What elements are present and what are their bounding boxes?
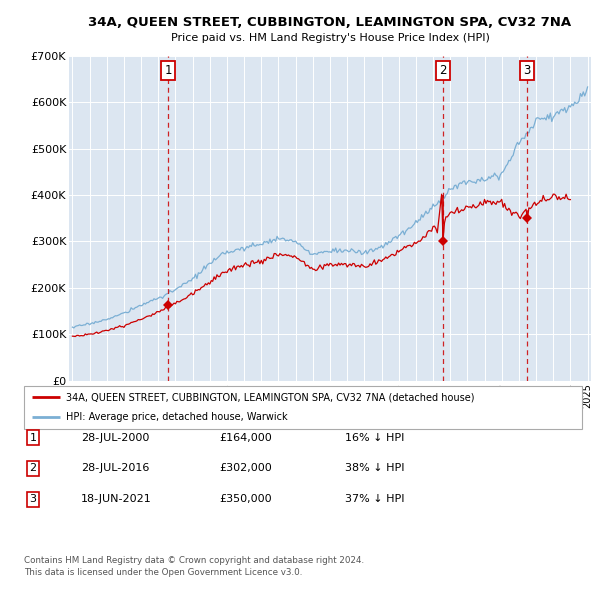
Text: 3: 3 (523, 64, 530, 77)
Text: 38% ↓ HPI: 38% ↓ HPI (345, 464, 404, 473)
Text: Price paid vs. HM Land Registry's House Price Index (HPI): Price paid vs. HM Land Registry's House … (170, 34, 490, 43)
Text: 18-JUN-2021: 18-JUN-2021 (81, 494, 152, 504)
Text: 3: 3 (29, 494, 37, 504)
Text: 34A, QUEEN STREET, CUBBINGTON, LEAMINGTON SPA, CV32 7NA (detached house): 34A, QUEEN STREET, CUBBINGTON, LEAMINGTO… (66, 392, 475, 402)
Text: 28-JUL-2016: 28-JUL-2016 (81, 464, 149, 473)
Text: 1: 1 (29, 433, 37, 442)
Text: Contains HM Land Registry data © Crown copyright and database right 2024.
This d: Contains HM Land Registry data © Crown c… (24, 556, 364, 577)
Text: £302,000: £302,000 (219, 464, 272, 473)
Text: 2: 2 (439, 64, 447, 77)
Text: 28-JUL-2000: 28-JUL-2000 (81, 433, 149, 442)
Text: 34A, QUEEN STREET, CUBBINGTON, LEAMINGTON SPA, CV32 7NA: 34A, QUEEN STREET, CUBBINGTON, LEAMINGTO… (88, 16, 572, 29)
Text: 16% ↓ HPI: 16% ↓ HPI (345, 433, 404, 442)
Text: 37% ↓ HPI: 37% ↓ HPI (345, 494, 404, 504)
Text: 1: 1 (164, 64, 172, 77)
Text: £350,000: £350,000 (219, 494, 272, 504)
Text: 2: 2 (29, 464, 37, 473)
Text: £164,000: £164,000 (219, 433, 272, 442)
Text: HPI: Average price, detached house, Warwick: HPI: Average price, detached house, Warw… (66, 412, 287, 422)
